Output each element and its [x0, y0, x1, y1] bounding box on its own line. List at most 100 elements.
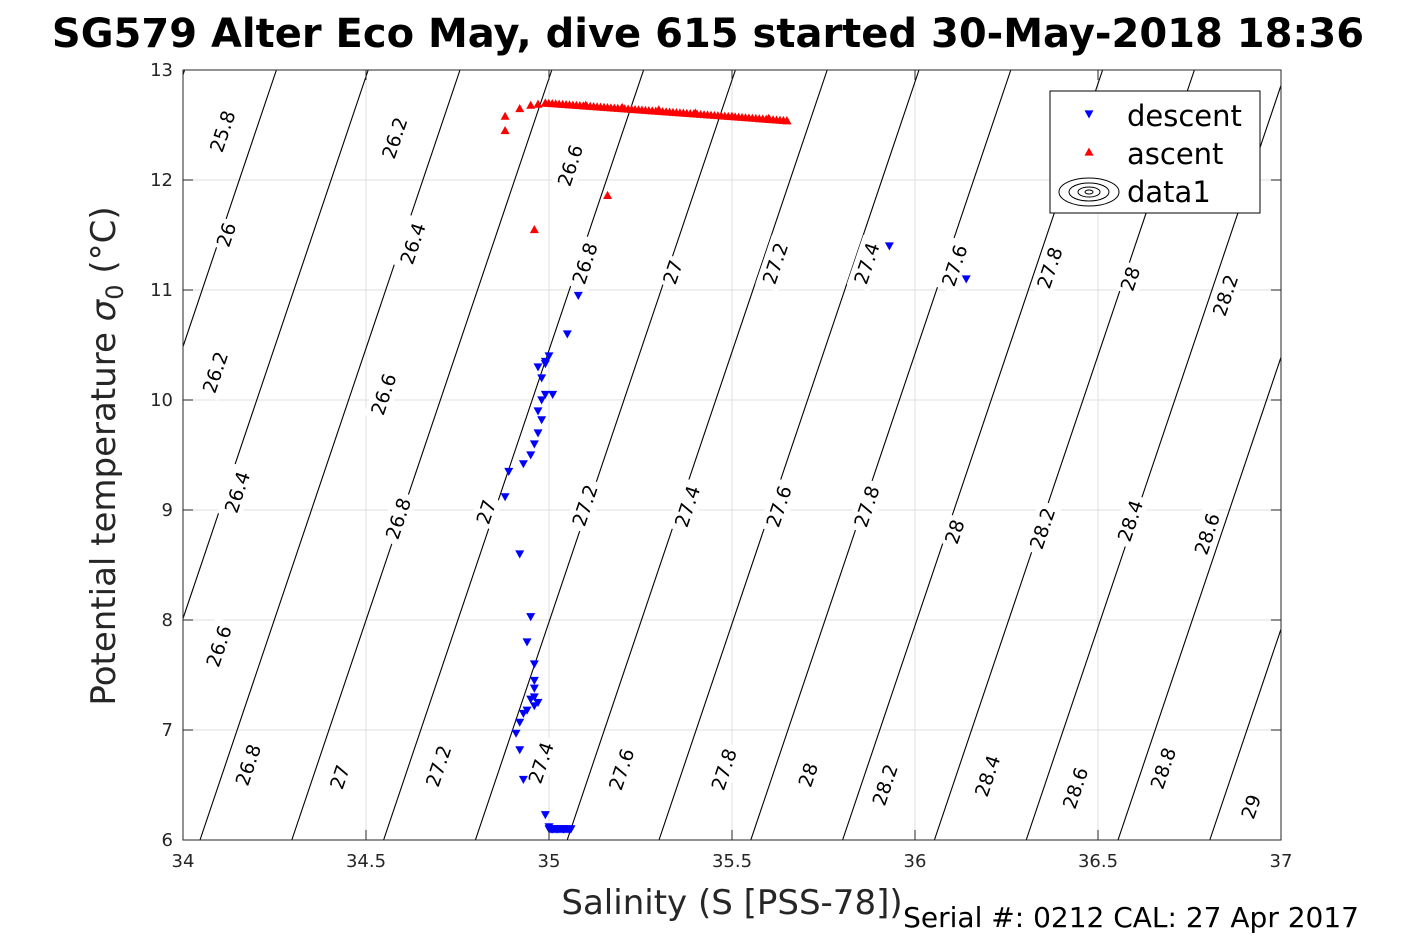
descent-point	[515, 718, 525, 727]
descent-point	[504, 467, 514, 476]
descent-point	[537, 374, 547, 383]
descent-point	[537, 416, 547, 425]
y-tick-label: 12	[150, 170, 173, 191]
isopycnal-line	[1209, 627, 1281, 840]
descent-point	[540, 811, 550, 820]
y-tick-label: 10	[150, 390, 173, 411]
legend-contour-symbol	[1058, 177, 1120, 207]
x-tick-label: 37	[1270, 851, 1293, 872]
descent-point	[511, 729, 521, 738]
ascent-point	[654, 105, 664, 114]
ascent-point	[603, 190, 613, 199]
x-tick-label: 36	[904, 851, 927, 872]
descent-point	[529, 684, 539, 693]
legend-contour-symbol	[1068, 182, 1110, 202]
contour-label: 28.4	[1110, 492, 1150, 550]
legend-label-descent: descent	[1127, 99, 1242, 133]
isopycnal-line	[291, 70, 553, 840]
contour-label: 27.4	[846, 234, 887, 292]
isopycnal-line	[183, 70, 369, 621]
isopycnal-line	[750, 70, 1012, 840]
x-tick-label: 36.5	[1078, 851, 1118, 872]
descent-point	[544, 352, 554, 361]
legend-label-ascent: ascent	[1127, 137, 1223, 171]
y-tick-label: 8	[162, 610, 173, 631]
descent-point	[515, 746, 525, 755]
descent-point	[500, 493, 510, 502]
contour-label: 27	[469, 493, 503, 530]
descent-point	[515, 550, 525, 559]
ascent-point	[515, 104, 525, 113]
x-tick-label: 35	[538, 851, 561, 872]
ascent-point	[782, 116, 792, 125]
descent-point	[559, 825, 569, 834]
ascent-point	[500, 111, 510, 120]
isopycnal-line	[566, 70, 828, 840]
serial-calibration-footer: Serial #: 0212 CAL: 27 Apr 2017	[903, 901, 1359, 934]
descent-point	[566, 825, 576, 834]
descent-point	[529, 440, 539, 449]
y-tick-label: 13	[150, 60, 173, 81]
contour-label: 28	[938, 513, 971, 550]
descent-point	[884, 242, 894, 251]
x-tick-label: 35.5	[712, 851, 752, 872]
ascent-point	[727, 111, 737, 120]
descent-point	[518, 709, 528, 718]
legend: descent ascent data1	[1049, 90, 1261, 214]
descent-point	[540, 390, 550, 399]
isopycnal-line	[1117, 355, 1281, 840]
axis-ticks: 34 34.5 35 35.5 36 36.5 37 6 7 8 9 10 11 12 13	[150, 60, 1292, 872]
legend-label-data1: data1	[1127, 175, 1211, 209]
ascent-point	[617, 102, 627, 111]
descent-point	[526, 451, 536, 460]
legend-ascent-symbol	[1084, 147, 1094, 156]
contour-label: 29	[1234, 788, 1267, 825]
descent-point	[518, 775, 528, 784]
legend-contour-symbol	[1084, 189, 1094, 195]
legend-descent-symbol	[1084, 110, 1094, 119]
descent-point	[540, 357, 550, 366]
descent-point	[562, 330, 572, 339]
y-tick-label: 7	[162, 720, 173, 741]
y-tick-label: 11	[150, 280, 173, 301]
contour-label: 27	[656, 254, 689, 291]
isopycnal-line	[658, 70, 920, 840]
contour-label: 26	[209, 216, 243, 253]
legend-contour-symbol	[1077, 186, 1101, 198]
x-tick-label: 34	[172, 851, 195, 872]
descent-point	[548, 390, 558, 399]
ascent-point	[581, 100, 591, 109]
isopycnal-line	[1393, 70, 1417, 840]
ascent-point	[533, 99, 543, 108]
data-points	[500, 98, 971, 834]
descent-point	[526, 695, 536, 704]
isopycnal-line	[0, 70, 1, 840]
contour-labels: 25.82626.226.426.626.826.226.426.626.827…	[195, 102, 1267, 825]
contour-label: 27.6	[758, 477, 799, 535]
descent-point	[544, 823, 554, 832]
descent-point	[533, 363, 543, 372]
descent-point	[518, 460, 528, 469]
contour-label: 26.8	[378, 490, 418, 547]
ascent-point	[500, 126, 510, 135]
x-tick-label: 34.5	[346, 851, 386, 872]
descent-point	[529, 693, 539, 702]
ascent-point	[540, 98, 550, 107]
isopycnal-line	[0, 70, 93, 840]
descent-point	[961, 275, 971, 284]
descent-point	[529, 676, 539, 685]
x-axis-label: Salinity (S [PSS-78])	[561, 883, 902, 923]
descent-point	[526, 613, 536, 622]
y-axis-label: Potential temperature σ0 (°C)	[84, 206, 129, 705]
isopycnal-line	[383, 70, 645, 840]
isopycnal-line	[474, 70, 736, 840]
descent-point	[573, 291, 583, 300]
ascent-point	[529, 225, 539, 234]
contour-label: 28.6	[1055, 759, 1095, 817]
isopycnal-line	[1302, 70, 1417, 840]
ascent-point	[526, 100, 536, 109]
ascent-point	[690, 108, 700, 117]
descent-point	[533, 429, 543, 438]
descent-point	[522, 638, 532, 647]
